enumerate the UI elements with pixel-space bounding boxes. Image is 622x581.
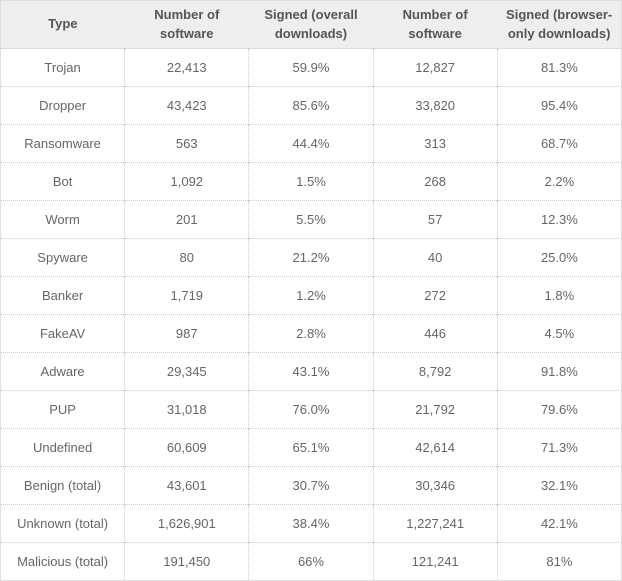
header-row: Type Number of software Signed (overall … (0, 0, 622, 49)
type-cell: Malicious (total) (0, 542, 125, 581)
signed-browser-only-downloads-cell: 4.5% (496, 314, 622, 353)
signed-overall-downloads-cell: 5.5% (248, 200, 374, 239)
column-header-number-of-software-browser: Number of software (373, 0, 498, 49)
table-row: Unknown (total) 1,626,901 38.4% 1,227,24… (0, 504, 622, 543)
number-of-software-browser-cell: 121,241 (372, 542, 498, 581)
number-of-software-overall-cell: 1,626,901 (124, 504, 249, 543)
table-row: FakeAV 987 2.8% 446 4.5% (0, 314, 622, 353)
type-cell: Bot (0, 162, 125, 201)
signed-browser-only-downloads-cell: 95.4% (496, 86, 622, 125)
number-of-software-overall-cell: 201 (124, 200, 249, 239)
number-of-software-browser-cell: 30,346 (372, 466, 498, 505)
column-header-type: Type (0, 0, 125, 49)
number-of-software-overall-cell: 80 (124, 238, 249, 277)
signed-overall-downloads-cell: 43.1% (248, 352, 374, 391)
type-cell: Benign (total) (0, 466, 125, 505)
type-cell: Undefined (0, 428, 125, 467)
column-header-number-of-software-overall: Number of software (124, 0, 249, 49)
signed-browser-only-downloads-cell: 71.3% (496, 428, 622, 467)
type-cell: Ransomware (0, 124, 125, 163)
signed-overall-downloads-cell: 85.6% (248, 86, 374, 125)
column-header-signed-overall-downloads: Signed (overall downloads) (248, 0, 374, 49)
number-of-software-browser-cell: 268 (372, 162, 498, 201)
table-row: Spyware 80 21.2% 40 25.0% (0, 238, 622, 277)
table-row: Undefined 60,609 65.1% 42,614 71.3% (0, 428, 622, 467)
number-of-software-browser-cell: 1,227,241 (372, 504, 498, 543)
number-of-software-overall-cell: 31,018 (124, 390, 249, 429)
number-of-software-overall-cell: 987 (124, 314, 249, 353)
type-cell: PUP (0, 390, 125, 429)
signed-overall-downloads-cell: 2.8% (248, 314, 374, 353)
number-of-software-overall-cell: 563 (124, 124, 249, 163)
signed-browser-only-downloads-cell: 68.7% (496, 124, 622, 163)
signed-browser-only-downloads-cell: 12.3% (496, 200, 622, 239)
signed-overall-downloads-cell: 44.4% (248, 124, 374, 163)
table-row: Worm 201 5.5% 57 12.3% (0, 200, 622, 239)
table-row: Ransomware 563 44.4% 313 68.7% (0, 124, 622, 163)
signed-browser-only-downloads-cell: 1.8% (496, 276, 622, 315)
signed-browser-only-downloads-cell: 32.1% (496, 466, 622, 505)
number-of-software-overall-cell: 22,413 (124, 48, 249, 87)
signed-browser-only-downloads-cell: 25.0% (496, 238, 622, 277)
signed-overall-downloads-cell: 76.0% (248, 390, 374, 429)
signed-browser-only-downloads-cell: 79.6% (496, 390, 622, 429)
signed-overall-downloads-cell: 65.1% (248, 428, 374, 467)
type-cell: Unknown (total) (0, 504, 125, 543)
signed-browser-only-downloads-cell: 42.1% (496, 504, 622, 543)
number-of-software-browser-cell: 40 (372, 238, 498, 277)
column-header-signed-browser-only-downloads: Signed (browser-only downloads) (497, 0, 622, 49)
table-row: Adware 29,345 43.1% 8,792 91.8% (0, 352, 622, 391)
number-of-software-browser-cell: 446 (372, 314, 498, 353)
type-cell: Spyware (0, 238, 125, 277)
signed-browser-only-downloads-cell: 2.2% (496, 162, 622, 201)
signed-overall-downloads-cell: 21.2% (248, 238, 374, 277)
signed-overall-downloads-cell: 59.9% (248, 48, 374, 87)
signed-overall-downloads-cell: 1.2% (248, 276, 374, 315)
number-of-software-overall-cell: 191,450 (124, 542, 249, 581)
number-of-software-browser-cell: 12,827 (372, 48, 498, 87)
type-cell: Trojan (0, 48, 125, 87)
number-of-software-browser-cell: 313 (372, 124, 498, 163)
type-cell: FakeAV (0, 314, 125, 353)
signed-overall-downloads-cell: 30.7% (248, 466, 374, 505)
number-of-software-browser-cell: 42,614 (372, 428, 498, 467)
number-of-software-overall-cell: 29,345 (124, 352, 249, 391)
table-row: Trojan 22,413 59.9% 12,827 81.3% (0, 48, 622, 87)
number-of-software-browser-cell: 33,820 (372, 86, 498, 125)
number-of-software-overall-cell: 43,423 (124, 86, 249, 125)
signed-browser-only-downloads-cell: 81% (496, 542, 622, 581)
signed-overall-downloads-cell: 66% (248, 542, 374, 581)
table-row: Banker 1,719 1.2% 272 1.8% (0, 276, 622, 315)
type-cell: Adware (0, 352, 125, 391)
table-row: Malicious (total) 191,450 66% 121,241 81… (0, 542, 622, 581)
type-cell: Dropper (0, 86, 125, 125)
table-row: Dropper 43,423 85.6% 33,820 95.4% (0, 86, 622, 125)
type-cell: Worm (0, 200, 125, 239)
signed-overall-downloads-cell: 38.4% (248, 504, 374, 543)
number-of-software-overall-cell: 1,719 (124, 276, 249, 315)
number-of-software-browser-cell: 8,792 (372, 352, 498, 391)
number-of-software-overall-cell: 43,601 (124, 466, 249, 505)
number-of-software-overall-cell: 1,092 (124, 162, 249, 201)
number-of-software-browser-cell: 272 (372, 276, 498, 315)
number-of-software-browser-cell: 57 (372, 200, 498, 239)
type-cell: Banker (0, 276, 125, 315)
table-row: PUP 31,018 76.0% 21,792 79.6% (0, 390, 622, 429)
number-of-software-browser-cell: 21,792 (372, 390, 498, 429)
number-of-software-overall-cell: 60,609 (124, 428, 249, 467)
table-body: Trojan 22,413 59.9% 12,827 81.3% Dropper… (0, 48, 622, 581)
signed-browser-only-downloads-cell: 81.3% (496, 48, 622, 87)
table-row: Bot 1,092 1.5% 268 2.2% (0, 162, 622, 201)
table-row: Benign (total) 43,601 30.7% 30,346 32.1% (0, 466, 622, 505)
signed-browser-only-downloads-cell: 91.8% (496, 352, 622, 391)
signed-overall-downloads-cell: 1.5% (248, 162, 374, 201)
